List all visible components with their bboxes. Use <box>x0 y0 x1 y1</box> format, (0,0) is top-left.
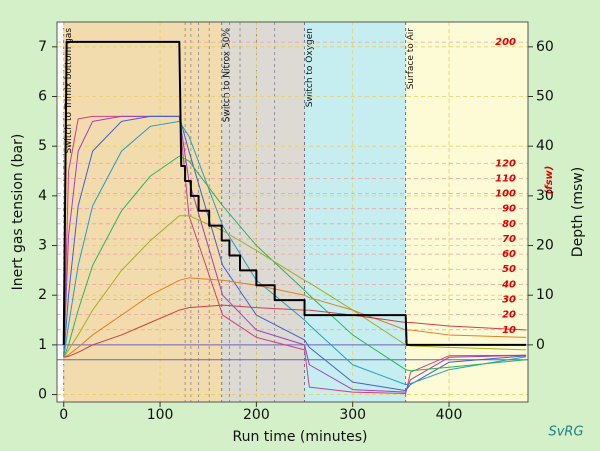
y-tick-label: 3 <box>38 238 47 254</box>
y3-tick-label: 120 <box>495 158 516 169</box>
tissue-line <box>63 304 527 358</box>
y-tick-label: 7 <box>38 39 47 55</box>
y3-tick-label: 30 <box>502 295 516 306</box>
y2-tick-label: 0 <box>536 337 545 353</box>
y3-tick-label: 70 <box>502 234 516 245</box>
y-tick-label: 0 <box>38 387 47 403</box>
y-axis-label: Inert gas tension (bar) <box>10 134 26 291</box>
phase-label: Switch to Oxygen <box>305 28 315 107</box>
y3-axis-label: (fsw) <box>544 166 555 195</box>
y2-tick-label: 10 <box>536 287 554 303</box>
x-tick-label: 300 <box>339 407 366 423</box>
tissue-line <box>63 115 527 395</box>
y3-tick-label: 10 <box>502 325 516 336</box>
phase-region <box>405 22 528 402</box>
y3-tick-label: 200 <box>495 37 516 48</box>
y3-tick-label: 80 <box>502 219 516 230</box>
phase-label: Surface to Air <box>406 28 416 90</box>
x-tick-label: 100 <box>147 407 174 423</box>
phase-label: Switch to Trimix bottom gas <box>64 28 74 154</box>
x-tick-label: 400 <box>436 407 463 423</box>
y3-tick-label: 40 <box>501 279 516 290</box>
x-tick-label: 0 <box>59 407 68 423</box>
y3-tick-label: 20 <box>502 310 516 321</box>
y2-tick-label: 60 <box>536 39 554 55</box>
y3-tick-label: 90 <box>502 204 516 215</box>
x-tick-label: 200 <box>243 407 270 423</box>
y-tick-label: 6 <box>38 89 47 105</box>
y-tick-label: 2 <box>38 287 47 303</box>
y2-tick-label: 40 <box>536 138 554 154</box>
plot-layer: Switch to Trimix bottom gas Switch to Nit… <box>57 22 528 402</box>
y2-axis-label: Depth (msw) <box>570 167 586 257</box>
y2-tick-label: 30 <box>536 188 554 204</box>
y3-tick-label: 50 <box>502 264 516 275</box>
y-tick-label: 5 <box>38 138 47 154</box>
y2-tick-label: 50 <box>536 89 554 105</box>
tissue-line <box>63 115 527 392</box>
tissue-line <box>63 155 527 372</box>
y2-tick-label: 20 <box>536 238 554 254</box>
y3-tick-label: 100 <box>495 189 516 200</box>
signature: SvRG <box>548 425 583 440</box>
y3-tick-label: 60 <box>502 249 516 260</box>
y3-tick-label: 110 <box>495 173 516 184</box>
phase-region <box>63 22 222 402</box>
y-tick-label: 4 <box>38 188 47 204</box>
phase-label: Switch to Nitrox 50% <box>222 28 232 123</box>
phase-region <box>304 22 406 402</box>
tissue-line <box>63 277 527 358</box>
x-axis-label: Run time (minutes) <box>233 429 368 445</box>
depth-profile <box>62 40 527 346</box>
y-tick-label: 1 <box>38 337 47 353</box>
plot-frame <box>56 21 529 403</box>
